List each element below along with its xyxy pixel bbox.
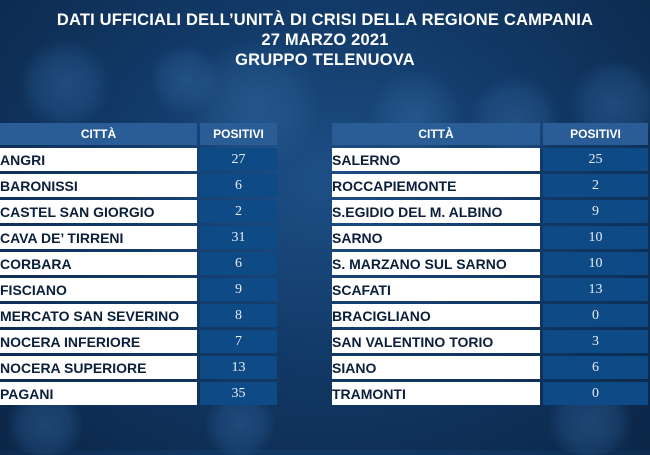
table-row: BRACIGLIANO 0: [332, 304, 648, 327]
positive-cell: 6: [200, 174, 277, 197]
virus-decoration: [0, 395, 90, 455]
table-row: FISCIANO 9: [0, 278, 277, 301]
table-row: SIANO 6: [332, 356, 648, 379]
table-header-row: CITTÀ POSITIVI: [332, 123, 648, 145]
city-cell: SARNO: [332, 226, 540, 249]
city-cell: S. MARZANO SUL SARNO: [332, 252, 540, 275]
virus-decoration: [150, 45, 220, 115]
city-cell: NOCERA INFERIORE: [0, 330, 197, 353]
city-cell: CAVA DE’ TIRRENI: [0, 226, 197, 249]
right-positives-table: CITTÀ POSITIVI SALERNO 25 ROCCAPIEMONTE 2 S.…: [332, 120, 648, 408]
city-cell: BRACIGLIANO: [332, 304, 540, 327]
table-row: ROCCAPIEMONTE 2: [332, 174, 648, 197]
city-cell: MERCATO SAN SEVERINO: [0, 304, 197, 327]
city-cell: PAGANI: [0, 382, 197, 405]
city-cell: ANGRI: [0, 148, 197, 171]
table-row: SCAFATI 13: [332, 278, 648, 301]
table-row: ANGRI 27: [0, 148, 277, 171]
positive-cell: 10: [543, 252, 648, 275]
source-line: GRUPPO TELENUOVA: [235, 51, 415, 69]
virus-decoration: [370, 70, 460, 160]
positive-cell: 6: [200, 252, 277, 275]
title-line: DATI UFFICIALI DELL’UNITÀ DI CRISI DELLA…: [56, 11, 594, 29]
table-row: PAGANI 35: [0, 382, 277, 405]
table-row: TRAMONTI 0: [332, 382, 648, 405]
city-cell: BARONISSI: [0, 174, 197, 197]
city-cell: SALERNO: [332, 148, 540, 171]
table-row: MERCATO SAN SEVERINO 8: [0, 304, 277, 327]
positive-column-header: POSITIVI: [543, 123, 648, 145]
positive-cell: 25: [543, 148, 648, 171]
virus-decoration: [200, 395, 280, 455]
table-row: CAVA DE’ TIRRENI 31: [0, 226, 277, 249]
table-row: BARONISSI 6: [0, 174, 277, 197]
positive-cell: 0: [543, 304, 648, 327]
city-cell: CASTEL SAN GIORGIO: [0, 200, 197, 223]
city-column-header: CITTÀ: [0, 123, 197, 145]
positive-cell: 2: [200, 200, 277, 223]
table-row: NOCERA SUPERIORE 13: [0, 356, 277, 379]
city-cell: SAN VALENTINO TORIO: [332, 330, 540, 353]
positive-cell: 0: [543, 382, 648, 405]
table-row: S.EGIDIO DEL M. ALBINO 9: [332, 200, 648, 223]
city-column-header: CITTÀ: [332, 123, 540, 145]
table-row: CASTEL SAN GIORGIO 2: [0, 200, 277, 223]
positive-cell: 2: [543, 174, 648, 197]
positive-column-header: POSITIVI: [200, 123, 277, 145]
positive-cell: 7: [200, 330, 277, 353]
left-positives-table: CITTÀ POSITIVI ANGRI 27 BARONISSI 6 CASTEL S…: [0, 120, 277, 408]
table-header-row: CITTÀ POSITIVI: [0, 123, 277, 145]
positive-cell: 3: [543, 330, 648, 353]
positive-cell: 13: [543, 278, 648, 301]
positive-cell: 31: [200, 226, 277, 249]
city-cell: S.EGIDIO DEL M. ALBINO: [332, 200, 540, 223]
title-block: DATI UFFICIALI DELL’UNITÀ DI CRISI DELLA…: [0, 10, 650, 70]
table-row: CORBARA 6: [0, 252, 277, 275]
table-row: NOCERA INFERIORE 7: [0, 330, 277, 353]
city-cell: CORBARA: [0, 252, 197, 275]
city-cell: ROCCAPIEMONTE: [332, 174, 540, 197]
city-cell: TRAMONTI: [332, 382, 540, 405]
city-cell: SIANO: [332, 356, 540, 379]
positive-cell: 13: [200, 356, 277, 379]
city-cell: FISCIANO: [0, 278, 197, 301]
table-row: SARNO 10: [332, 226, 648, 249]
positive-cell: 6: [543, 356, 648, 379]
positive-cell: 8: [200, 304, 277, 327]
city-cell: NOCERA SUPERIORE: [0, 356, 197, 379]
virus-decoration: [20, 40, 110, 130]
positive-cell: 10: [543, 226, 648, 249]
positive-cell: 27: [200, 148, 277, 171]
table-row: S. MARZANO SUL SARNO 10: [332, 252, 648, 275]
positive-cell: 9: [200, 278, 277, 301]
table-row: SAN VALENTINO TORIO 3: [332, 330, 648, 353]
date-line: 27 MARZO 2021: [261, 31, 389, 49]
positive-cell: 9: [543, 200, 648, 223]
city-cell: SCAFATI: [332, 278, 540, 301]
positive-cell: 35: [200, 382, 277, 405]
table-row: SALERNO 25: [332, 148, 648, 171]
